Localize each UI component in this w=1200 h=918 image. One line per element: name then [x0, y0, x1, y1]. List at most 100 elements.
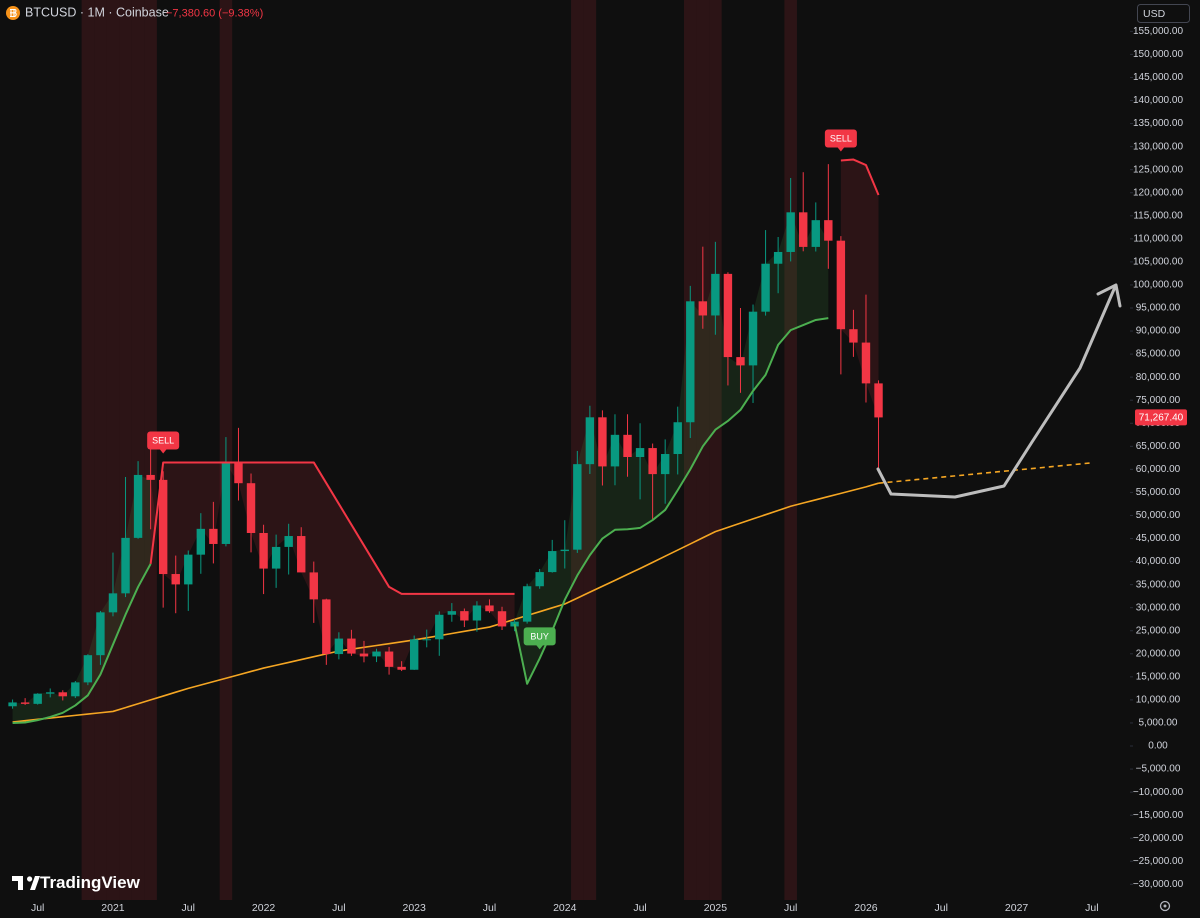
watermark-text: TradingView: [40, 873, 141, 892]
settings-icon[interactable]: [1159, 900, 1171, 912]
candle-body: [522, 586, 532, 622]
highlight-band: [784, 0, 797, 900]
y-tick-label: −10,000.00: [1133, 787, 1184, 798]
watermark: TradingView: [12, 873, 141, 892]
y-tick-label: 130,000.00: [1133, 141, 1183, 152]
signal-label: BUY: [530, 631, 549, 641]
candle-body: [334, 638, 344, 655]
candle-body: [673, 422, 682, 455]
currency-label[interactable]: USD: [1143, 8, 1166, 20]
x-tick-label: 2024: [553, 902, 577, 914]
candle-body: [836, 240, 846, 330]
candle-body: [284, 536, 293, 547]
candle-body: [271, 546, 281, 569]
x-tick-label: Jul: [31, 902, 44, 914]
plot-layer: [8, 158, 1092, 724]
y-tick-label: 0.00: [1148, 741, 1168, 752]
highlight-band: [119, 0, 132, 900]
y-tick-label: 90,000.00: [1136, 326, 1181, 337]
y-tick-label: 60,000.00: [1136, 464, 1181, 475]
candle-body: [46, 692, 55, 694]
signal-box: [147, 431, 180, 450]
y-tick-label: 110,000.00: [1133, 233, 1183, 244]
candle-body: [33, 693, 42, 704]
candle-body: [824, 220, 833, 241]
y-tick-label: 95,000.00: [1136, 303, 1181, 314]
candle-body: [811, 220, 820, 247]
candle-body: [773, 251, 783, 264]
y-tick-label: 100,000.00: [1133, 280, 1183, 291]
y-tick-label: −15,000.00: [1133, 810, 1184, 821]
y-tick-label: 50,000.00: [1136, 510, 1181, 521]
candle-body: [71, 682, 80, 697]
candle-body: [447, 611, 457, 615]
highlight-layer: [81, 0, 797, 900]
settings-button[interactable]: [1159, 900, 1171, 912]
candle-body: [548, 551, 557, 573]
candle-body: [246, 483, 256, 533]
candle-body: [108, 593, 118, 613]
signal-box: [523, 627, 556, 646]
x-tick-label: Jul: [332, 902, 345, 914]
y-tick-label: 55,000.00: [1136, 487, 1181, 498]
symbol-line: BTCUSD · 1M · Coinbase: [25, 5, 169, 19]
candle-body: [297, 536, 306, 573]
last-price-box: [1135, 409, 1187, 426]
change-label: −7,380.60 (−9.38%): [166, 7, 263, 19]
y-tick-label: 140,000.00: [1133, 95, 1183, 106]
candle-body: [648, 448, 657, 475]
candle-body: [497, 611, 507, 627]
symbol-icon-glyph: [10, 8, 17, 18]
trail-fill: [150, 462, 515, 670]
candle-body: [535, 572, 544, 587]
highlight-band: [81, 0, 95, 900]
highlight-band: [106, 0, 120, 900]
x-tick-label: 2025: [704, 902, 728, 914]
candle-body: [485, 605, 494, 612]
currency-box[interactable]: [1137, 4, 1190, 23]
candle-body: [209, 528, 218, 544]
y-tick-label: −5,000.00: [1136, 764, 1181, 775]
candle-body: [472, 605, 482, 621]
y-tick-label: 45,000.00: [1136, 533, 1181, 544]
x-tick-label: Jul: [1085, 902, 1098, 914]
y-tick-label: 150,000.00: [1133, 49, 1183, 60]
highlight-band: [571, 0, 584, 900]
y-tick-label: 30,000.00: [1136, 602, 1181, 613]
y-tick-label: 105,000.00: [1133, 257, 1183, 268]
x-tick-label: Jul: [182, 902, 195, 914]
candle-body: [849, 329, 858, 343]
y-tick-label: 85,000.00: [1136, 349, 1181, 360]
candle-body: [347, 638, 356, 654]
y-tick-label: 145,000.00: [1133, 72, 1183, 83]
currency-selector[interactable]: USD: [1137, 4, 1190, 23]
x-tick-label: 2027: [1005, 902, 1029, 914]
candle-body: [322, 599, 331, 655]
signal-label: SELL: [830, 133, 852, 143]
y-tick-label: 120,000.00: [1133, 187, 1183, 198]
candle-body: [234, 463, 243, 484]
candle-body: [259, 532, 268, 569]
settings-icon-center[interactable]: [1163, 904, 1167, 908]
candle-body: [20, 702, 30, 704]
candle-body: [686, 301, 695, 423]
candle-body: [96, 612, 105, 656]
highlight-band: [709, 0, 722, 900]
y-tick-label: 125,000.00: [1133, 164, 1183, 175]
candle-body: [711, 273, 720, 316]
y-tick-label: 75,000.00: [1136, 395, 1181, 406]
candle-body: [635, 448, 645, 458]
candle-body: [359, 653, 369, 657]
candle-body: [58, 692, 67, 697]
signal-pointer: [836, 146, 845, 152]
projection-arrow: [876, 283, 1122, 499]
y-tick-label: 65,000.00: [1136, 441, 1181, 452]
indicator-line: [12, 482, 879, 723]
y-tick-label: 40,000.00: [1136, 556, 1181, 567]
candle-body: [598, 417, 607, 467]
candle-body: [573, 464, 582, 550]
y-tick-label: −30,000.00: [1133, 879, 1184, 890]
highlight-band: [94, 0, 107, 900]
